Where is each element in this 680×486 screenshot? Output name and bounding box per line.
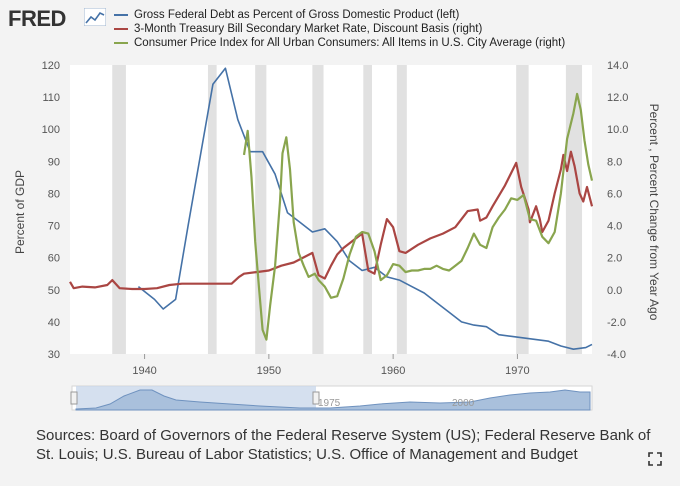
left-tick-label-60: 60 [48,253,60,265]
recession-band-1 [207,65,217,354]
right-tick-label--4.0: -4.0 [607,349,626,361]
recession-shading [112,65,583,354]
x-tick-label-1970: 1970 [505,365,529,377]
series-lines [69,67,594,350]
left-tick-label-80: 80 [48,188,60,200]
right-axis: -4.0 -2.0 0.0 2.0 4.0 6.0 8.0 10.0 12.0 14.0 [607,60,628,361]
navigator-handle-left[interactable] [70,391,78,405]
legend-label-debt: Gross Federal Debt as Percent of Gross D… [134,9,460,21]
left-tick-label-120: 120 [42,60,60,72]
recession-band-6 [516,65,529,354]
expand-icon[interactable] [648,452,662,466]
legend-item-debt[interactable]: Gross Federal Debt as Percent of Gross D… [114,8,674,22]
left-tick-label-110: 110 [42,92,60,104]
recession-band-5 [396,65,407,354]
navigator-label-1975: 1975 [318,398,341,409]
legend-item-cpi[interactable]: Consumer Price Index for All Urban Consu… [114,36,674,50]
sources-text: Sources: Board of Governors of the Feder… [36,427,651,463]
left-tick-label-100: 100 [42,124,60,136]
left-tick-label-30: 30 [48,349,60,361]
x-tick-label-1950: 1950 [257,365,281,377]
right-axis-label: Percent , Percent Change from Year Ago [647,104,661,321]
recession-band-7 [565,65,583,354]
legend-swatch-debt [114,14,128,16]
line-chart-icon [84,8,106,26]
recession-band-4 [363,65,373,354]
recession-band-0 [112,65,126,354]
right-tick-label--2.0: -2.0 [607,317,626,329]
right-tick-label-14.0: 14.0 [607,60,628,72]
left-axis-label: Percent of GDP [13,170,27,254]
recession-band-3 [312,65,324,354]
navigator-handle-right[interactable] [312,391,320,405]
recession-band-2 [255,65,267,354]
legend: Gross Federal Debt as Percent of Gross D… [114,8,674,50]
left-tick-label-50: 50 [48,285,60,297]
right-tick-label-4.0: 4.0 [607,221,622,233]
range-navigator[interactable]: 1975 2000 [70,385,593,411]
left-tick-label-40: 40 [48,317,60,329]
left-axis: 30 40 50 60 70 80 90 100 110 120 [42,60,60,361]
right-tick-label-12.0: 12.0 [607,92,628,104]
right-tick-label-2.0: 2.0 [607,253,622,265]
plot-area [70,65,592,354]
navigator-series [75,389,591,411]
legend-swatch-cpi [114,42,128,44]
right-tick-label-8.0: 8.0 [607,156,622,168]
series-line-cpi [242,92,594,341]
right-tick-label-10.0: 10.0 [607,124,628,136]
right-tick-label-0.0: 0.0 [607,285,622,297]
legend-swatch-tbill [114,28,128,30]
x-tick-label-1940: 1940 [132,365,156,377]
series-line-tbill [69,150,594,291]
chart: 1940 1950 1960 1970 30 40 50 60 70 80 90 100 110 120… [13,60,661,411]
legend-label-cpi: Consumer Price Index for All Urban Consu… [134,37,566,49]
fred-logo[interactable]: FRED [8,6,66,31]
legend-item-tbill[interactable]: 3-Month Treasury Bill Secondary Market R… [114,22,674,36]
left-tick-label-70: 70 [48,221,60,233]
navigator-label-2000: 2000 [452,398,475,409]
right-tick-label-6.0: 6.0 [607,188,622,200]
legend-label-tbill: 3-Month Treasury Bill Secondary Market R… [134,23,483,35]
x-tick-label-1960: 1960 [381,365,405,377]
x-axis: 1940 1950 1960 1970 [132,354,530,377]
left-tick-label-90: 90 [48,156,60,168]
